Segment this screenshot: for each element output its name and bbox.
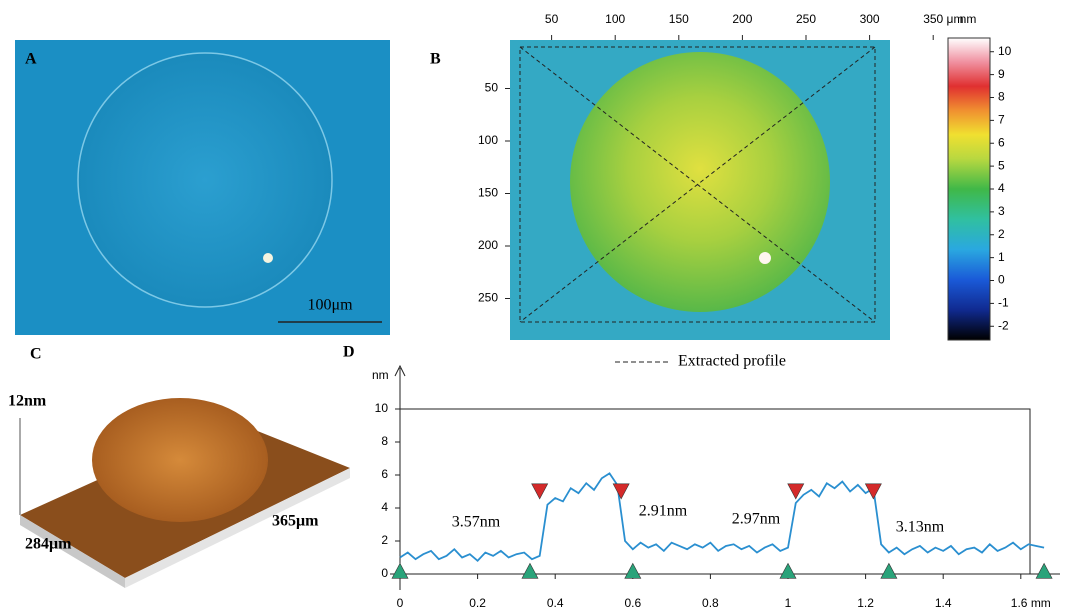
plot-frame [399, 408, 1031, 575]
x-tick-label: 0 [397, 596, 404, 610]
particle [263, 253, 273, 263]
step-height: 3.57nm [452, 514, 501, 531]
colorbar-tick-label: 10 [998, 44, 1012, 58]
x-tick-label: 0.4 [547, 596, 564, 610]
colorbar-tick-label: 4 [998, 181, 1005, 195]
height-label: 12nm [8, 393, 47, 410]
particle [759, 252, 771, 264]
colorbar-tick-label: 5 [998, 158, 1005, 172]
colorbar-tick-label: 8 [998, 90, 1005, 104]
colorbar-tick-label: 6 [998, 135, 1005, 149]
cursor-up [391, 562, 409, 579]
panel-label: B [430, 51, 441, 68]
step-height: 2.91nm [639, 503, 688, 520]
colorbar-tick-label: 7 [998, 113, 1005, 127]
y-axis-label: nm [372, 368, 389, 382]
colorbar-tick-label: 0 [998, 273, 1005, 287]
step-height: 3.13nm [896, 519, 945, 536]
cursor-down [612, 483, 630, 500]
base [20, 515, 125, 588]
y-tick-label: 200 [478, 238, 498, 252]
colorbar-tick-label: 2 [998, 227, 1005, 241]
x-tick-label: 200 [732, 12, 752, 26]
cursor-up [624, 562, 642, 579]
x-tick-label: 50 [545, 12, 559, 26]
x-tick-label: 1.4 [935, 596, 952, 610]
cursor-down [531, 483, 549, 500]
colorbar-tick-label: -1 [998, 296, 1009, 310]
cursor-down [787, 483, 805, 500]
arrow [394, 364, 406, 377]
panel-label: D [343, 344, 355, 361]
x-tick-label: 0.6 [624, 596, 641, 610]
x-tick-label: 1.2 [857, 596, 874, 610]
x-tick-label: 300 [860, 12, 880, 26]
disk [92, 398, 268, 522]
colorbar [947, 37, 991, 341]
profile-line [519, 46, 876, 323]
x-tick-label: 0.2 [469, 596, 486, 610]
panel-label: A [25, 51, 37, 68]
cursor-up [521, 562, 539, 579]
base [125, 468, 350, 588]
y-tick-label: 2 [381, 533, 388, 547]
step-height: 2.97nm [732, 511, 781, 528]
cursor-up [1035, 562, 1053, 579]
disk [570, 52, 830, 312]
profile-line [399, 472, 1045, 563]
cursor-down [864, 483, 882, 500]
colorbar-tick-label: 9 [998, 67, 1005, 81]
panel-label: C [30, 346, 42, 363]
y-tick-label: 6 [381, 467, 388, 481]
x-tick-label: 100 [605, 12, 625, 26]
disk [77, 52, 333, 308]
y-tick-label: 8 [381, 434, 388, 448]
x-tick-label: 1 [785, 596, 792, 610]
y-tick-label: 4 [381, 500, 388, 514]
y-tick-label: 150 [478, 186, 498, 200]
y-tick-label: 0 [381, 566, 388, 580]
cursor-up [779, 562, 797, 579]
x-tick-label: 0.8 [702, 596, 719, 610]
y-tick-label: 100 [478, 133, 498, 147]
x-tick-label: 350 μm [923, 12, 963, 26]
x-tick-label: 250 [796, 12, 816, 26]
y-tick-label: 50 [485, 81, 499, 95]
colorbar-tick-label: 1 [998, 250, 1005, 264]
width-label: 284μm [25, 536, 72, 553]
frame [519, 46, 876, 323]
colorbar-tick-label: 3 [998, 204, 1005, 218]
cursor-up [880, 562, 898, 579]
scale-bar-label: 100μm [307, 297, 353, 314]
legend-label: Extracted profile [678, 353, 786, 370]
depth-label: 365μm [272, 513, 319, 530]
y-tick-label: 250 [478, 291, 498, 305]
y-tick-label: 10 [375, 401, 389, 415]
x-tick-label: 1.6 mm [1011, 596, 1051, 610]
x-tick-label: 150 [669, 12, 689, 26]
colorbar-tick-label: -2 [998, 318, 1009, 332]
colorbar-unit: nm [960, 12, 977, 26]
